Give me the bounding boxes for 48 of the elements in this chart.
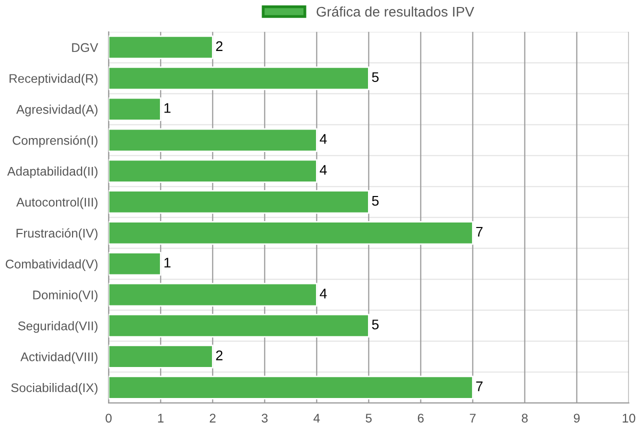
data-label: 1 xyxy=(164,103,170,113)
y-tick-label: Frustración(IV) xyxy=(16,228,98,240)
data-label: 5 xyxy=(372,196,379,206)
bar xyxy=(108,221,474,245)
x-tick-label: 5 xyxy=(366,414,372,423)
y-tick-label: Autocontrol(III) xyxy=(16,197,98,210)
data-label: 4 xyxy=(320,165,327,175)
y-tick-label: Agresividad(A) xyxy=(16,104,98,116)
x-tick-label: 2 xyxy=(210,414,216,422)
y-tick-label: Actividad(VIII) xyxy=(20,352,98,364)
x-tick-label: 0 xyxy=(106,414,112,423)
data-label: 2 xyxy=(216,350,222,360)
x-tick-label: 1 xyxy=(158,414,164,422)
y-tick-label: Dominio(VI) xyxy=(33,290,98,302)
bar xyxy=(108,344,214,368)
bar xyxy=(108,252,162,276)
y-tick-label: Comprensión(I) xyxy=(12,136,98,148)
y-tick-label: Adaptabilidad(II) xyxy=(7,166,98,178)
bar xyxy=(108,376,474,400)
bar xyxy=(108,314,370,338)
x-tick-label: 10 xyxy=(622,414,636,423)
x-tick-label: 4 xyxy=(314,414,320,422)
x-tick-label: 7 xyxy=(470,414,476,422)
data-label: 7 xyxy=(476,382,483,392)
x-tick-label: 3 xyxy=(262,414,268,423)
data-label: 2 xyxy=(216,41,222,51)
data-label: 5 xyxy=(372,72,379,82)
y-tick-label: DGV xyxy=(72,43,98,52)
data-label: 4 xyxy=(320,134,327,144)
y-tick-label: Combatividad(V) xyxy=(6,259,98,271)
y-tick-label: Sociabilidad(IX) xyxy=(11,382,98,395)
bar xyxy=(108,128,318,152)
bar xyxy=(108,97,162,122)
data-label: 4 xyxy=(320,288,327,298)
y-tick-label: Seguridad(VII) xyxy=(18,321,98,333)
legend-label: Gráfica de resultados IPV xyxy=(316,6,474,17)
data-label: 7 xyxy=(476,226,483,236)
bar xyxy=(108,190,370,214)
y-tick-label: Receptividad(R) xyxy=(10,74,98,86)
x-tick-label: 6 xyxy=(418,414,424,423)
bar xyxy=(108,159,318,183)
bar xyxy=(108,66,370,90)
x-tick-label: 9 xyxy=(574,414,580,423)
x-tick-label: 8 xyxy=(522,414,528,423)
data-label: 1 xyxy=(164,258,170,268)
bar xyxy=(108,282,318,307)
data-label: 5 xyxy=(372,320,379,330)
bar xyxy=(108,36,214,60)
